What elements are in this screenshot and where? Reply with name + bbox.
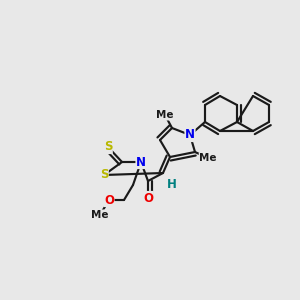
- Text: S: S: [100, 169, 108, 182]
- Text: Me: Me: [91, 210, 109, 220]
- Text: S: S: [104, 140, 112, 154]
- Text: N: N: [136, 155, 146, 169]
- Text: N: N: [185, 128, 195, 142]
- Text: H: H: [167, 178, 177, 191]
- Text: Me: Me: [156, 110, 174, 120]
- Text: O: O: [104, 194, 114, 206]
- Text: Me: Me: [199, 153, 217, 163]
- Text: O: O: [143, 191, 153, 205]
